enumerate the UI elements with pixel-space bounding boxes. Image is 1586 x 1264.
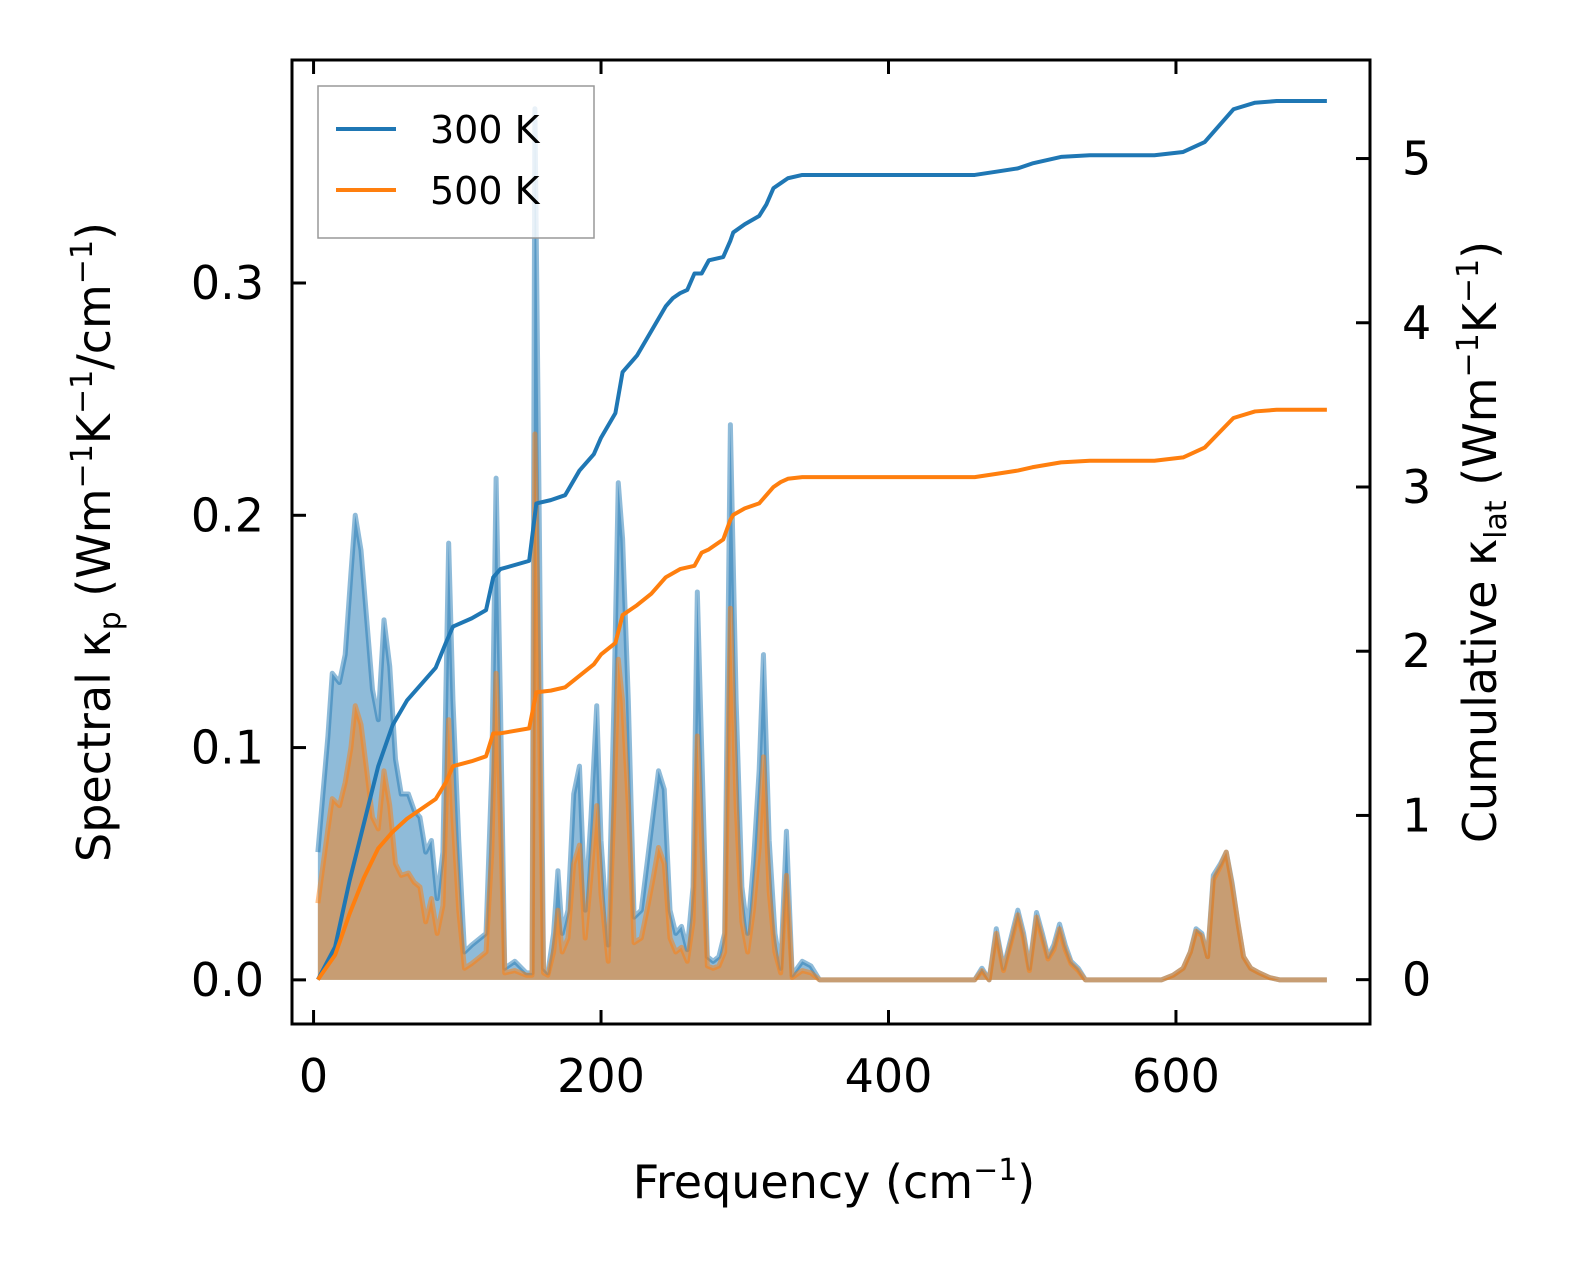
plot-frame: [290, 58, 1372, 1026]
y-left-tick-label: 0.1: [191, 721, 264, 775]
y-right-tick-label: 3: [1402, 460, 1431, 514]
legend-label-500k: 500 K: [430, 169, 541, 213]
y-axis-left-label: Spectral κp (Wm−1K−1/cm−1): [65, 222, 128, 862]
x-axis-label: Frequency (cm−1): [633, 1153, 1036, 1209]
y-right-tick-label: 2: [1402, 624, 1431, 678]
y-left-tick-label: 0.0: [191, 953, 264, 1007]
y-left-tick-label: 0.3: [191, 256, 264, 310]
y-right-tick-label: 5: [1402, 132, 1431, 186]
y-right-tick-label: 0: [1402, 953, 1431, 1007]
y-right-tick-label: 4: [1402, 296, 1431, 350]
x-tick-label: 200: [557, 1049, 645, 1103]
cumulative-line-500-k: [316, 407, 1327, 981]
spectral-line-500-k: [315, 431, 1327, 983]
cumulative-line-layer: [316, 99, 1327, 981]
legend-frame: [317, 85, 595, 239]
spectral-fill-layer: [315, 106, 1327, 983]
y-axis-left: 0.0 0.1 0.2 0.3: [191, 256, 306, 1007]
spectral-area-500-k: [317, 433, 1327, 980]
x-axis: 0 200 400 600: [299, 60, 1220, 1103]
y-right-tick-label: 1: [1402, 788, 1431, 842]
spectral-area-300-k: [317, 108, 1327, 980]
y-axis-right-label: Cumulative κlat (Wm−1K−1): [1451, 241, 1514, 843]
legend: 300 K 500 K: [317, 85, 595, 239]
y-axis-right: 0 1 2 3 4 5: [1356, 132, 1431, 1007]
x-tick-label: 600: [1132, 1049, 1220, 1103]
cumulative-line-300-k: [316, 99, 1327, 981]
x-tick-label: 0: [299, 1049, 328, 1103]
legend-label-300k: 300 K: [430, 108, 541, 152]
x-tick-label: 400: [845, 1049, 933, 1103]
spectral-line-300-k: [315, 106, 1327, 983]
y-left-tick-label: 0.2: [191, 488, 264, 542]
